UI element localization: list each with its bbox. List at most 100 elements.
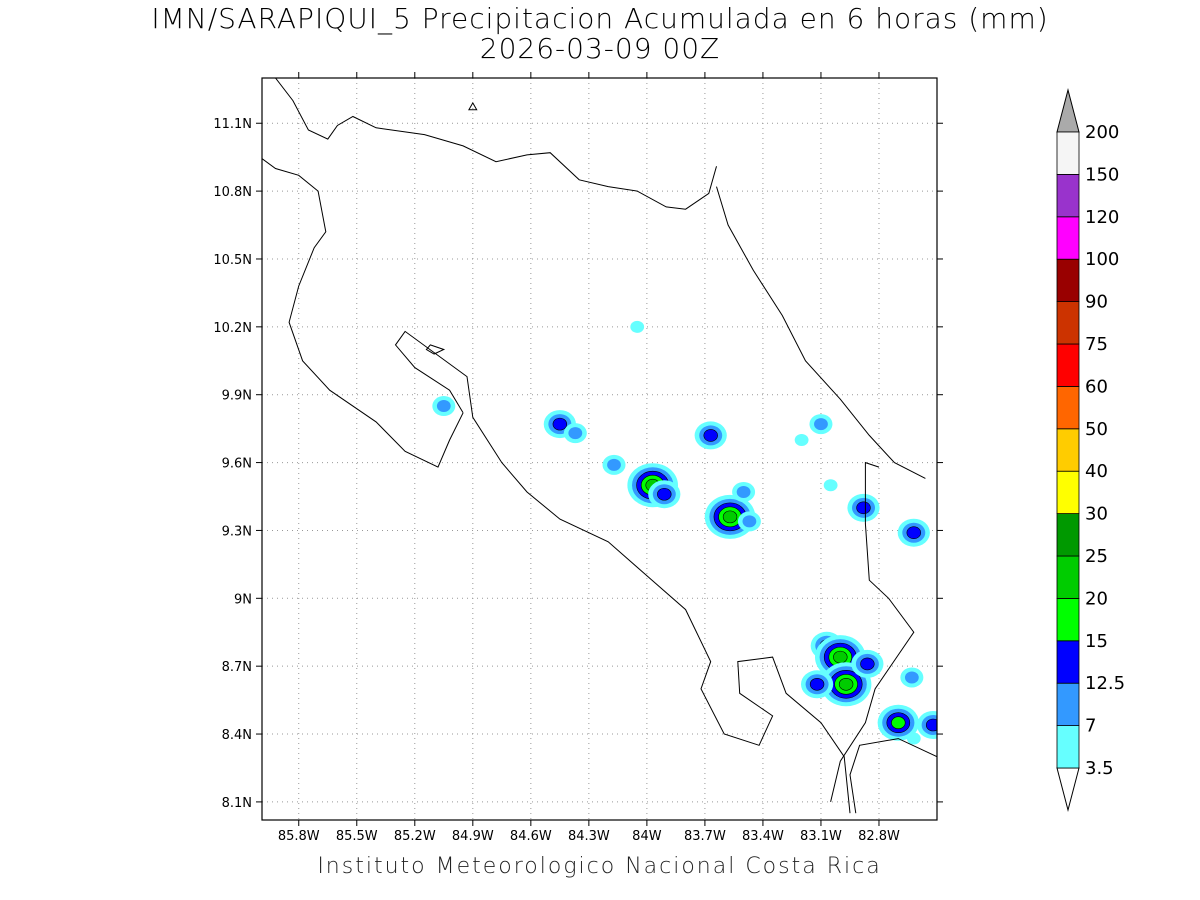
y-tick-label: 9.9N: [222, 389, 252, 404]
colorbar-label: 90: [1085, 292, 1108, 313]
axis-ticks: 85.8W 85.5W 85.2W 84.9W 84.6W 84.3W 84W 83.7W 83…: [213, 72, 943, 844]
precip-level: [742, 515, 757, 528]
colorbar-swatch: [1056, 513, 1080, 557]
colorbar-swatch: [1056, 173, 1080, 218]
island-outline: [425, 344, 446, 355]
precip-level: [906, 732, 921, 745]
y-tick-label: 9.6N: [222, 457, 252, 472]
colorbar: 3.5 7 12.5 15 20 25 30 40 50 60 75 90 100 120 150 200: [1056, 88, 1125, 812]
footer-credit: Instituto Meteorologico Nacional Costa R…: [317, 854, 882, 879]
colorbar-swatch: [1056, 343, 1080, 387]
y-tick-label: 8.4N: [222, 728, 252, 743]
precip-level: [703, 429, 718, 442]
y-tick-label: 10.2N: [213, 321, 252, 336]
colorbar-swatch: [1056, 640, 1080, 684]
precip-level: [891, 716, 906, 730]
y-tick-label: 8.1N: [222, 796, 252, 811]
colorbar-under-arrow: [1056, 767, 1080, 812]
precip-cell: [694, 421, 727, 450]
x-tick-label: 84.3W: [568, 829, 610, 844]
precip-cell: [897, 518, 930, 547]
x-tick-label: 84.6W: [510, 829, 552, 844]
colorbar-swatch: [1056, 470, 1080, 515]
precip-cell: [917, 710, 937, 739]
colorbar-swatch: [1056, 131, 1080, 175]
precip-cell: [732, 481, 756, 502]
colorbar-label: 75: [1085, 334, 1108, 355]
x-tick-label: 85.2W: [394, 829, 436, 844]
x-tick-label: 85.5W: [336, 829, 378, 844]
y-tick-label: 8.7N: [222, 660, 252, 675]
coastline-segment: [830, 461, 915, 803]
grid-lines: [262, 78, 937, 820]
precip-level: [436, 400, 451, 413]
colorbar-swatch: [1056, 385, 1080, 430]
precip-level: [814, 418, 828, 431]
precip-level: [736, 485, 751, 498]
x-tick-label: 84W: [632, 829, 662, 844]
colorbar-swatch: [1056, 598, 1080, 642]
plot-frame: [261, 77, 938, 821]
coastline-segment: [849, 738, 937, 814]
plot-area: [262, 78, 937, 820]
colorbar-label: 15: [1085, 631, 1108, 652]
precip-cell: [900, 667, 924, 688]
precip-level: [838, 677, 854, 691]
colorbar-label: 7: [1085, 716, 1096, 737]
precip-level: [906, 526, 921, 540]
colorbar-swatch: [1056, 258, 1080, 303]
precip-level: [925, 718, 937, 732]
precip-level: [833, 650, 848, 664]
coastline-segment: [394, 330, 851, 814]
colorbar-label: 100: [1085, 249, 1119, 270]
colorbar-swatch: [1056, 725, 1080, 769]
x-tick-label: 85.8W: [278, 829, 320, 844]
colorbar-label: 60: [1085, 376, 1108, 397]
precip-cell: [851, 649, 884, 678]
y-tick-label: 10.5N: [213, 253, 252, 268]
map-subtitle-datetime: 2026-03-09 00Z: [479, 32, 721, 65]
colorbar-label: 50: [1085, 419, 1108, 440]
precip-level: [722, 510, 738, 524]
precip-level: [607, 458, 621, 471]
precip-cell: [563, 423, 587, 444]
colorbar-swatch: [1056, 428, 1080, 472]
y-tick-label: 11.1N: [213, 117, 252, 132]
precip-level: [809, 677, 825, 691]
colorbar-swatch: [1056, 216, 1080, 260]
precip-level: [794, 433, 809, 446]
colorbar-label: 25: [1085, 546, 1108, 567]
x-tick-label: 83.7W: [684, 829, 726, 844]
precip-cell: [602, 454, 626, 475]
precip-cell: [809, 414, 833, 435]
map-title: IMN/SARAPIQUI_5 Precipitacion Acumulada …: [151, 2, 1049, 35]
y-tick-label: 9.3N: [222, 524, 252, 539]
colorbar-label: 150: [1085, 164, 1119, 185]
precip-cell: [877, 704, 920, 741]
precip-cell: [794, 433, 809, 446]
y-tick-label: 10.8N: [213, 185, 252, 200]
precip-level: [568, 427, 583, 440]
colorbar-label: 120: [1085, 207, 1119, 228]
precip-level: [657, 487, 672, 501]
colorbar-label: 20: [1085, 588, 1108, 609]
precip-cell: [630, 320, 645, 333]
coastline-segment: [716, 186, 926, 479]
y-tick-label: 9N: [234, 592, 252, 607]
precip-cell: [432, 396, 456, 417]
colorbar-swatch: [1056, 682, 1080, 727]
colorbar-label: 200: [1085, 122, 1119, 143]
x-tick-label: 82.8W: [858, 829, 900, 844]
colorbar-over-arrow: [1056, 88, 1080, 133]
precip-cell: [906, 732, 921, 745]
colorbar-label: 30: [1085, 504, 1108, 525]
precip-cell: [648, 480, 681, 509]
precip-level: [856, 501, 871, 515]
colorbar-label: 12.5: [1085, 673, 1125, 694]
precipitation-contours: [432, 320, 937, 745]
x-tick-label: 84.9W: [452, 829, 494, 844]
precip-cell: [847, 493, 880, 522]
colorbar-swatch: [1056, 555, 1080, 599]
precip-cell: [823, 479, 838, 492]
